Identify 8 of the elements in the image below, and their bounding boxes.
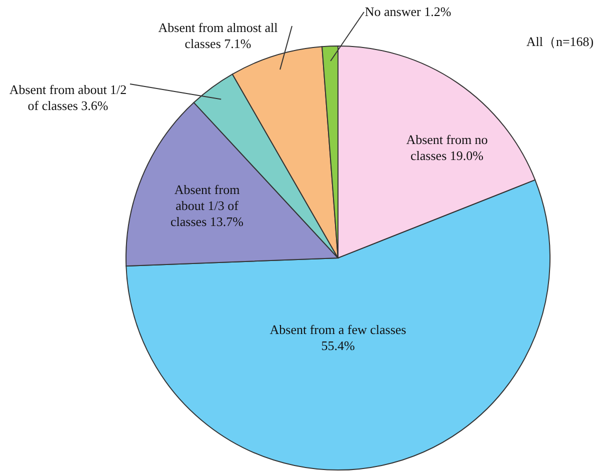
data-label: 55.4%	[321, 338, 355, 353]
slice-label: No answer 1.2%	[364, 4, 452, 19]
slice-label: Absent from no classes 19.0%	[406, 132, 488, 163]
slice-label: Absent from a few classes	[270, 322, 406, 337]
text: All（n=168)	[526, 34, 594, 49]
slice-label: Absent from about 1/3 of classes 13.7%	[170, 182, 244, 229]
slice-label: Absent from about 1/2 of classes 3.6%	[9, 82, 127, 113]
slice-label: Absent from almost all classes 7.1%	[158, 20, 278, 51]
